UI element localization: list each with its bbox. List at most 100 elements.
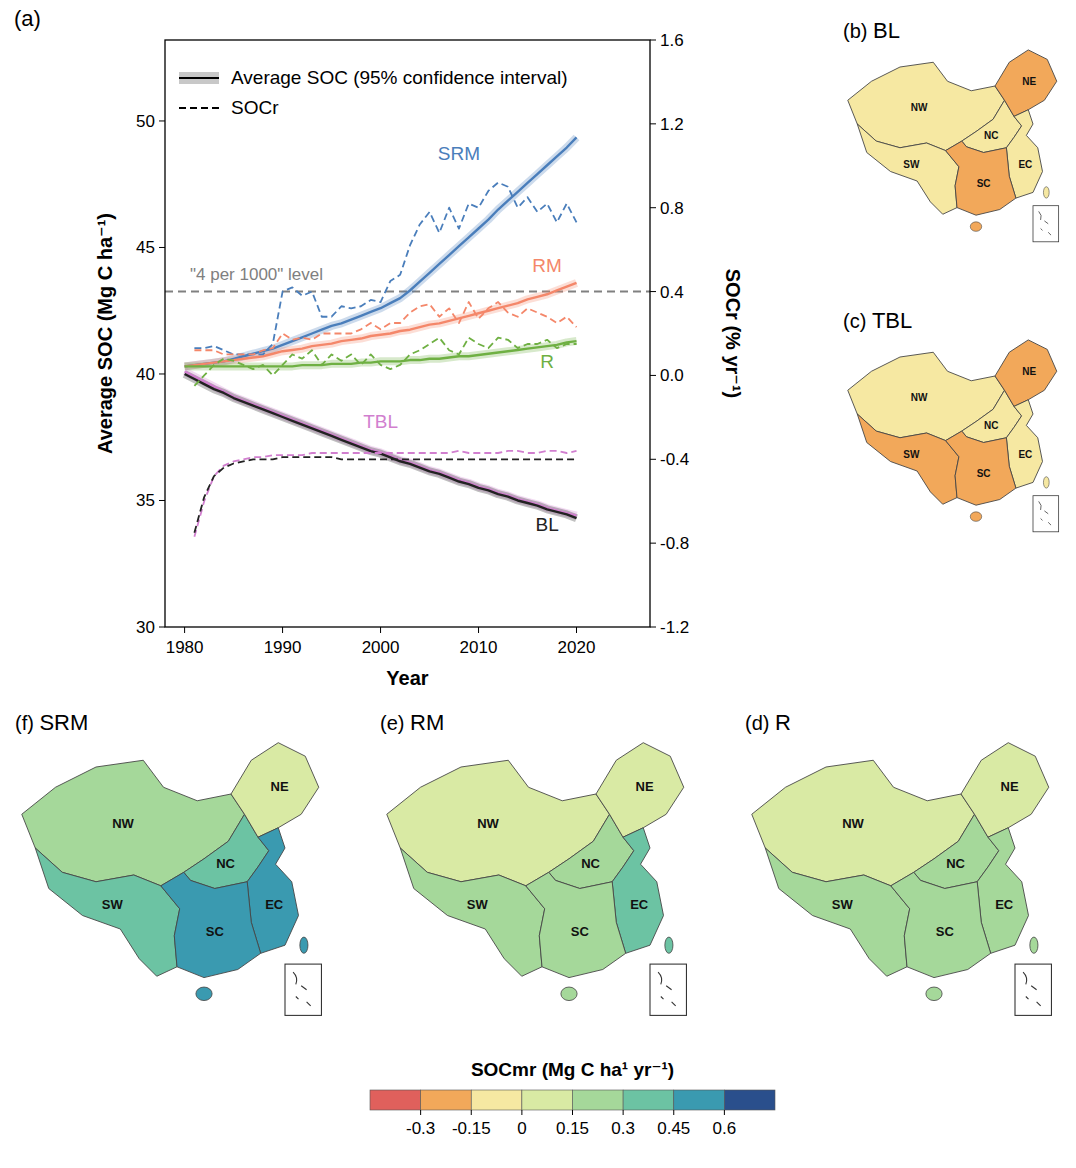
x-tick bbox=[478, 627, 479, 633]
confidence-band bbox=[185, 137, 577, 366]
inset-box bbox=[285, 964, 321, 1015]
x-tick bbox=[576, 627, 577, 633]
colorbar-title: SOCmr (Mg C ha¹ yr⁻¹) bbox=[471, 1059, 674, 1080]
region-label: NE bbox=[271, 779, 289, 794]
map-region bbox=[857, 414, 959, 504]
map-island bbox=[970, 512, 981, 522]
figure: (a)"4 per 1000" levelSRMRMRTBLBL19801990… bbox=[0, 0, 1076, 1168]
y-tick bbox=[159, 247, 165, 248]
y2-tick bbox=[650, 207, 656, 208]
region-label: NW bbox=[112, 816, 134, 831]
y2-tick-label: -0.8 bbox=[660, 534, 689, 553]
map bbox=[848, 50, 1059, 242]
map-title: (f) SRM bbox=[15, 710, 88, 735]
socr-line bbox=[194, 457, 576, 532]
colorbar-tick-label: 0.45 bbox=[657, 1119, 690, 1138]
map-region bbox=[995, 50, 1057, 117]
legend-label: Average SOC (95% confidence interval) bbox=[231, 67, 568, 88]
y-tick-label: 30 bbox=[136, 618, 155, 637]
colorbar-bin bbox=[724, 1090, 775, 1110]
inset-box bbox=[1033, 206, 1059, 242]
map-region bbox=[891, 872, 991, 977]
region-label: EC bbox=[265, 897, 284, 912]
map-region bbox=[231, 743, 319, 838]
region-label: NW bbox=[911, 392, 928, 403]
y2-tick-label: 0.4 bbox=[660, 283, 684, 302]
map-name: SRM bbox=[39, 710, 88, 735]
colorbar-tick bbox=[471, 1110, 472, 1115]
y-tick bbox=[159, 373, 165, 374]
map-island bbox=[1043, 477, 1049, 488]
region-label: NC bbox=[581, 856, 600, 871]
map-name: TBL bbox=[872, 308, 912, 333]
region-label: NW bbox=[911, 102, 928, 113]
colorbar-tick-label: 0.6 bbox=[713, 1119, 737, 1138]
colorbar-bin bbox=[623, 1090, 674, 1110]
y2-tick bbox=[650, 40, 656, 41]
inset-islands bbox=[1039, 501, 1051, 525]
legend-label: SOCr bbox=[231, 97, 279, 118]
legend-line bbox=[179, 107, 219, 109]
series-label: RM bbox=[532, 255, 562, 276]
soc-line bbox=[185, 137, 577, 366]
colorbar-tick-label: 0 bbox=[517, 1119, 526, 1138]
map-title: (e) RM bbox=[380, 710, 444, 735]
map bbox=[752, 743, 1052, 1016]
map-region bbox=[596, 743, 684, 838]
map bbox=[22, 743, 322, 1016]
panel-letter: (b) bbox=[843, 20, 873, 42]
y2-tick-label: 0.8 bbox=[660, 199, 684, 218]
confidence-band bbox=[185, 371, 577, 515]
socr-line bbox=[194, 338, 576, 386]
map-region bbox=[765, 848, 909, 976]
y-tick-label: 50 bbox=[136, 112, 155, 131]
confidence-band bbox=[185, 374, 577, 518]
region-label: SC bbox=[206, 924, 225, 939]
series-group bbox=[185, 137, 577, 536]
map-title: (c) TBL bbox=[843, 308, 912, 333]
series-label: SRM bbox=[438, 143, 480, 164]
y2-tick bbox=[650, 291, 656, 292]
region-label: NE bbox=[1022, 76, 1036, 87]
x-axis-title: Year bbox=[386, 667, 428, 689]
x-tick-label: 1980 bbox=[166, 638, 204, 657]
inset-box bbox=[1015, 964, 1051, 1015]
confidence-band bbox=[185, 283, 577, 366]
panel-letter: (a) bbox=[14, 6, 41, 31]
map-island bbox=[300, 937, 308, 953]
x-tick-label: 2020 bbox=[558, 638, 596, 657]
map-region bbox=[946, 431, 1016, 505]
region-label: NW bbox=[842, 816, 864, 831]
map-island bbox=[196, 987, 212, 1001]
socr-line bbox=[194, 183, 576, 355]
region-label: NE bbox=[1022, 366, 1036, 377]
y2-tick-label: 0.0 bbox=[660, 366, 684, 385]
colorbar-bin bbox=[370, 1090, 421, 1110]
panel-letter: (e) bbox=[380, 712, 410, 734]
region-label: NE bbox=[636, 779, 654, 794]
region-label: SW bbox=[832, 897, 854, 912]
y-tick bbox=[159, 500, 165, 501]
map-region bbox=[35, 848, 179, 976]
y2-tick-label: 1.2 bbox=[660, 115, 684, 134]
inset-islands bbox=[1023, 972, 1041, 1006]
series-label: TBL bbox=[363, 411, 398, 432]
y2-tick bbox=[650, 459, 656, 460]
map-name: BL bbox=[873, 18, 900, 43]
region-label: NC bbox=[216, 856, 235, 871]
region-label: NC bbox=[946, 856, 965, 871]
panel-letter: (d) bbox=[745, 712, 775, 734]
x-tick bbox=[380, 627, 381, 633]
y-tick bbox=[159, 120, 165, 121]
y2-tick-label: -0.4 bbox=[660, 450, 689, 469]
y2-axis-title: SOCr (% yr⁻¹) bbox=[722, 269, 744, 398]
soc-line bbox=[185, 371, 577, 515]
y-tick-label: 45 bbox=[136, 238, 155, 257]
colorbar-tick-label: -0.15 bbox=[452, 1119, 491, 1138]
colorbar-bin bbox=[573, 1090, 624, 1110]
region-label: SW bbox=[102, 897, 124, 912]
inset-box bbox=[650, 964, 686, 1015]
legend-band bbox=[179, 72, 219, 84]
colorbar-tick bbox=[521, 1110, 522, 1115]
colorbar-bin bbox=[522, 1090, 573, 1110]
